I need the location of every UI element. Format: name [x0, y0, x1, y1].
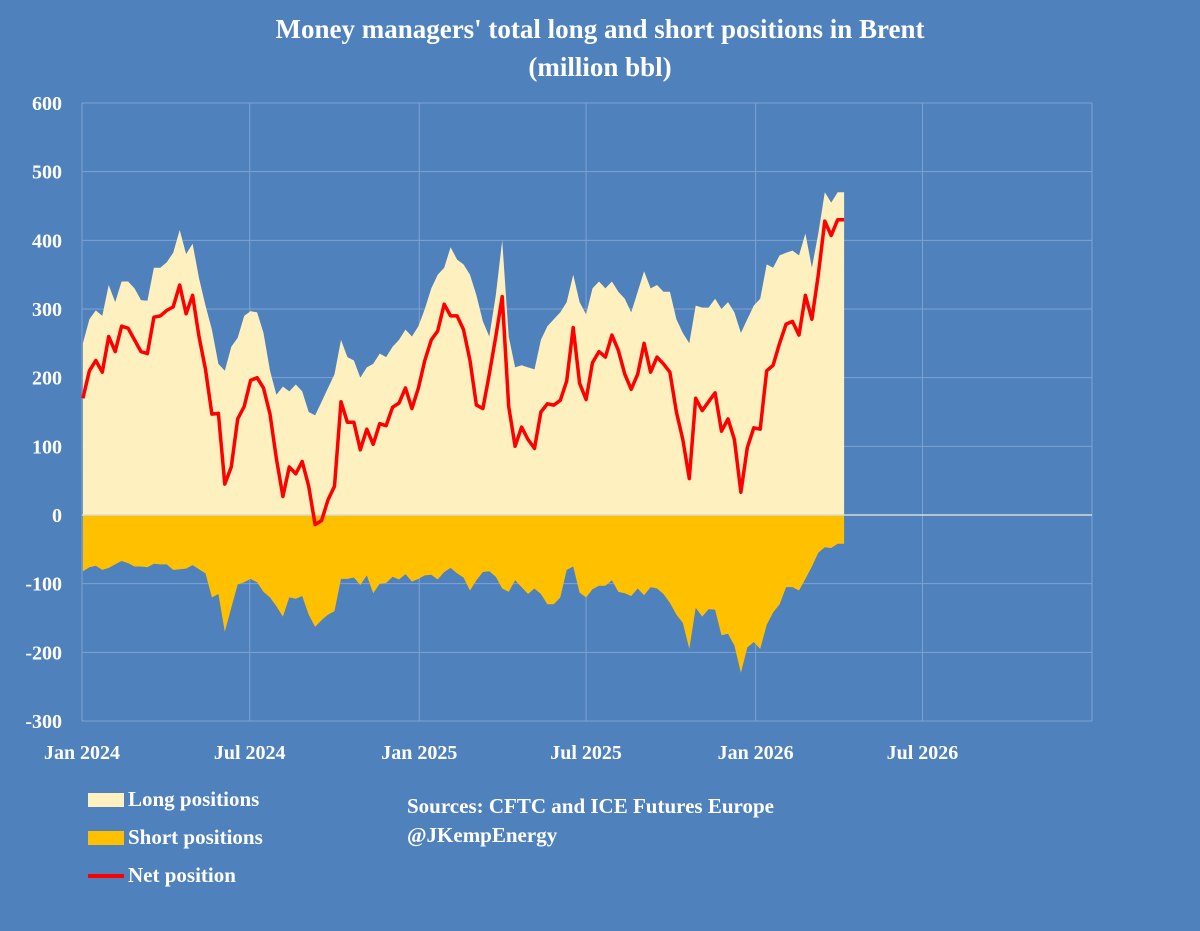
- x-tick-label: Jan 2024: [44, 742, 120, 764]
- short-positions-area: [82, 515, 845, 673]
- net-position-line: [81, 217, 845, 527]
- sources-text: Sources: CFTC and ICE Futures Europe: [407, 794, 774, 818]
- y-tick-label: 300: [32, 299, 62, 321]
- legend-long-label: Long positions: [128, 787, 260, 811]
- short-swatch: [88, 830, 124, 845]
- legend-long: Long positions: [88, 787, 259, 812]
- y-tick-label: 600: [32, 93, 62, 115]
- y-tick-label: 400: [32, 230, 62, 252]
- y-tick-label: -200: [25, 642, 62, 664]
- legend-short: Short positions: [88, 825, 263, 850]
- x-tick-label: Jan 2025: [381, 742, 457, 764]
- x-tick-label: Jul 2024: [214, 742, 286, 764]
- y-tick-label: 100: [32, 436, 62, 458]
- y-tick-label: 500: [32, 162, 62, 184]
- sources-note: Sources: CFTC and ICE Futures Europe @JK…: [407, 792, 774, 850]
- legend-short-label: Short positions: [128, 825, 263, 849]
- long-swatch: [88, 792, 124, 807]
- x-tick-label: Jul 2025: [550, 742, 622, 764]
- legend-net-label: Net position: [128, 863, 236, 887]
- legend-net: Net position: [88, 863, 236, 888]
- net-swatch: [88, 873, 124, 878]
- chart-title: Money managers' total long and short pos…: [275, 14, 925, 44]
- chart-subtitle: (million bbl): [528, 52, 672, 82]
- y-tick-label: 200: [32, 368, 62, 390]
- x-tick-label: Jan 2026: [718, 742, 794, 764]
- y-tick-label: -300: [25, 711, 62, 733]
- y-tick-label: -100: [25, 574, 62, 596]
- x-tick-label: Jul 2026: [887, 742, 959, 764]
- handle-text: @JKempEnergy: [407, 823, 558, 847]
- y-tick-label: 0: [52, 505, 62, 527]
